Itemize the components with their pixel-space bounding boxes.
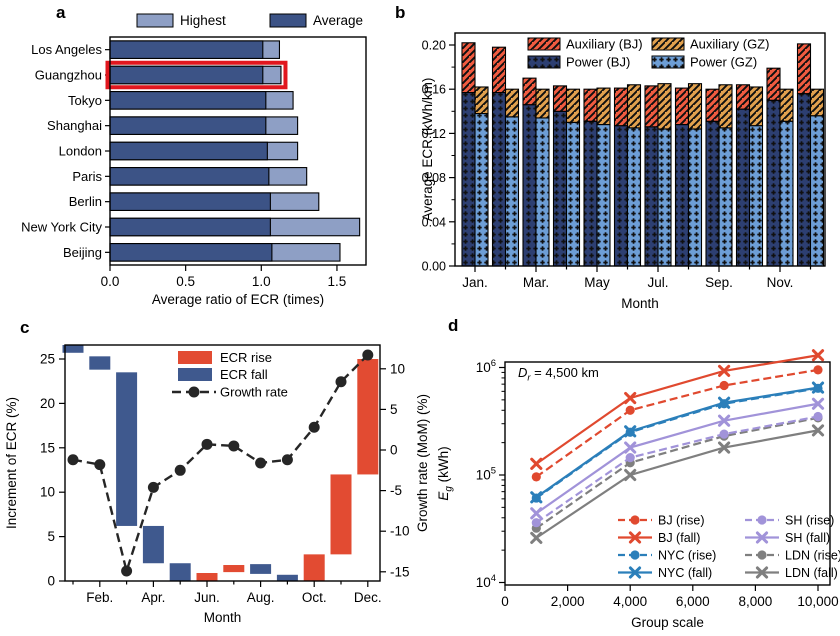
svg-text:104: 104 bbox=[476, 573, 496, 590]
svg-text:Beijing: Beijing bbox=[63, 245, 102, 260]
svg-text:New York City: New York City bbox=[21, 220, 102, 235]
svg-text:0.20: 0.20 bbox=[422, 39, 446, 53]
svg-text:Average ratio of ECR (times): Average ratio of ECR (times) bbox=[152, 292, 324, 307]
svg-text:ECR rise: ECR rise bbox=[220, 350, 272, 365]
panel-c-letter: c bbox=[20, 318, 30, 337]
svg-text:0.00: 0.00 bbox=[422, 260, 446, 274]
svg-text:Increment of ECR (%): Increment of ECR (%) bbox=[4, 397, 19, 529]
svg-text:0: 0 bbox=[390, 443, 398, 458]
panel-b-chart: 0.00 0.04 0.08 0.12 0.16 0.20 Jan. Mar. May Jul. S… bbox=[420, 32, 826, 311]
svg-text:Auxiliary (BJ): Auxiliary (BJ) bbox=[566, 37, 643, 52]
svg-text:Group scale: Group scale bbox=[631, 615, 704, 630]
svg-text:Berlin: Berlin bbox=[69, 194, 102, 209]
svg-text:LDN (rise): LDN (rise) bbox=[785, 549, 840, 563]
svg-text:10: 10 bbox=[390, 361, 405, 376]
svg-text:Dr = 4,500 km: Dr = 4,500 km bbox=[518, 365, 599, 382]
svg-text:0.12: 0.12 bbox=[422, 127, 446, 141]
svg-text:6,000: 6,000 bbox=[676, 594, 710, 609]
svg-text:15: 15 bbox=[40, 440, 55, 455]
svg-text:0.16: 0.16 bbox=[422, 83, 446, 97]
svg-text:Power (GZ): Power (GZ) bbox=[690, 55, 757, 70]
svg-text:10,000: 10,000 bbox=[797, 594, 838, 609]
svg-text:Los Angeles: Los Angeles bbox=[31, 42, 102, 57]
svg-text:ECR fall: ECR fall bbox=[220, 367, 268, 382]
svg-text:London: London bbox=[59, 144, 102, 159]
svg-text:Average ECR (kWh/km): Average ECR (kWh/km) bbox=[420, 78, 435, 222]
svg-text:Month: Month bbox=[621, 296, 659, 311]
svg-text:-10: -10 bbox=[390, 524, 410, 539]
svg-text:Highest: Highest bbox=[180, 13, 226, 28]
panel-d-chart: 104 105 106 0 2,000 4,000 6,000 8,000 10,000 Grou… bbox=[436, 349, 840, 630]
svg-text:1.5: 1.5 bbox=[328, 274, 347, 289]
svg-text:Jan.: Jan. bbox=[462, 275, 488, 290]
svg-text:106: 106 bbox=[476, 358, 496, 375]
panel-c: 0 5 10 15 20 25 10 5 0 -5 -10 -15 Feb. Apr. Jun. Aug. Oc… bbox=[0, 318, 430, 636]
svg-text:Auxiliary (GZ): Auxiliary (GZ) bbox=[690, 37, 769, 52]
svg-text:2,000: 2,000 bbox=[551, 594, 585, 609]
svg-text:Sep.: Sep. bbox=[705, 275, 733, 290]
svg-text:0.0: 0.0 bbox=[101, 274, 120, 289]
svg-text:Eg (kWh): Eg (kWh) bbox=[436, 446, 454, 500]
svg-text:1.0: 1.0 bbox=[252, 274, 271, 289]
svg-text:8,000: 8,000 bbox=[739, 594, 773, 609]
svg-text:LDN (fall): LDN (fall) bbox=[785, 566, 838, 580]
svg-text:SH (fall): SH (fall) bbox=[785, 531, 830, 545]
svg-text:SH (rise): SH (rise) bbox=[785, 514, 834, 528]
svg-text:0.04: 0.04 bbox=[422, 215, 446, 229]
svg-text:Dec.: Dec. bbox=[354, 590, 382, 605]
svg-text:BJ (rise): BJ (rise) bbox=[658, 514, 705, 528]
svg-text:-15: -15 bbox=[390, 564, 410, 579]
panel-b: 0.00 0.04 0.08 0.12 0.16 0.20 Jan. Mar. May Jul. S… bbox=[420, 0, 840, 318]
svg-text:4,000: 4,000 bbox=[613, 594, 647, 609]
svg-text:NYC (fall): NYC (fall) bbox=[658, 566, 712, 580]
panel-d: 104 105 106 0 2,000 4,000 6,000 8,000 10,000 Grou… bbox=[420, 318, 840, 636]
svg-text:Growth rate: Growth rate bbox=[220, 385, 288, 400]
svg-text:105: 105 bbox=[476, 465, 496, 482]
svg-text:Nov.: Nov. bbox=[767, 275, 794, 290]
panel-a: Los Angeles Guangzhou Tokyo Shanghai London P… bbox=[0, 0, 420, 318]
svg-text:Jul.: Jul. bbox=[647, 275, 668, 290]
svg-text:Shanghai: Shanghai bbox=[47, 118, 102, 133]
svg-text:Guangzhou: Guangzhou bbox=[35, 68, 102, 83]
svg-text:20: 20 bbox=[40, 396, 55, 411]
svg-text:Tokyo: Tokyo bbox=[68, 93, 102, 108]
svg-text:NYC (rise): NYC (rise) bbox=[658, 549, 716, 563]
svg-text:5: 5 bbox=[390, 402, 398, 417]
panel-a-letter: a bbox=[56, 3, 66, 22]
svg-text:May: May bbox=[584, 275, 610, 290]
svg-text:Jun.: Jun. bbox=[194, 590, 220, 605]
svg-text:0: 0 bbox=[47, 574, 55, 589]
svg-text:Paris: Paris bbox=[72, 169, 102, 184]
panel-b-letter: b bbox=[395, 3, 406, 22]
svg-text:Growth rate (MoM) (%): Growth rate (MoM) (%) bbox=[415, 394, 430, 532]
svg-text:Feb.: Feb. bbox=[86, 590, 113, 605]
svg-text:0.5: 0.5 bbox=[176, 274, 195, 289]
svg-text:Mar.: Mar. bbox=[523, 275, 549, 290]
panel-d-letter: d bbox=[448, 316, 459, 335]
svg-text:0: 0 bbox=[501, 594, 509, 609]
svg-text:Oct.: Oct. bbox=[302, 590, 327, 605]
svg-text:Month: Month bbox=[204, 610, 242, 625]
svg-text:5: 5 bbox=[47, 529, 55, 544]
svg-text:25: 25 bbox=[40, 352, 55, 367]
panel-a-chart: Los Angeles Guangzhou Tokyo Shanghai London P… bbox=[21, 13, 367, 307]
svg-text:10: 10 bbox=[40, 485, 55, 500]
svg-text:Power (BJ): Power (BJ) bbox=[566, 55, 630, 70]
svg-text:BJ (fall): BJ (fall) bbox=[658, 531, 700, 545]
panel-c-chart: 0 5 10 15 20 25 10 5 0 -5 -10 -15 Feb. Apr. Jun. Aug. Oc… bbox=[4, 344, 430, 625]
svg-text:0.08: 0.08 bbox=[422, 171, 446, 185]
svg-text:-5: -5 bbox=[390, 483, 402, 498]
svg-text:Average: Average bbox=[313, 13, 363, 28]
svg-text:Apr.: Apr. bbox=[141, 590, 165, 605]
svg-text:Aug.: Aug. bbox=[247, 590, 275, 605]
